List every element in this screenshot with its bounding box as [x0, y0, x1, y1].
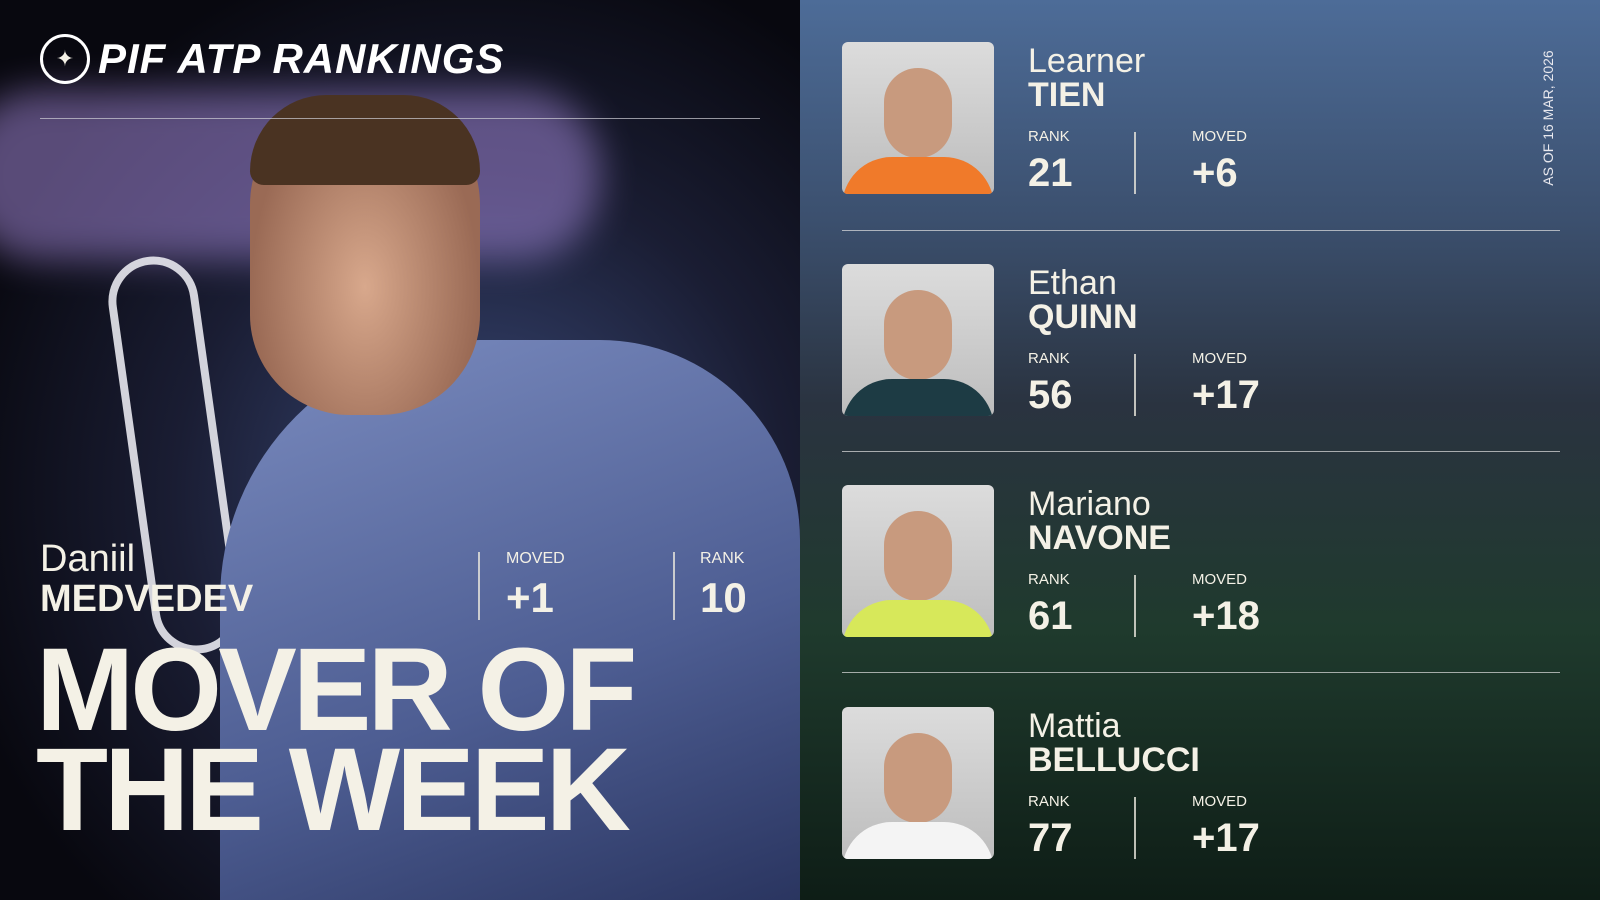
rank-label: RANK — [1028, 350, 1070, 367]
moved-label: MOVED — [1192, 571, 1248, 588]
moved-value: +18 — [1192, 594, 1260, 638]
logo-text: PIF ATP RANKINGS — [98, 35, 505, 82]
moved-value: +17 — [1192, 373, 1260, 417]
rank-label: RANK — [700, 550, 745, 567]
featured-player-hair — [250, 95, 480, 185]
featured-panel: ✦ PIF ATP RANKINGS Daniil MEDVEDEV MOVED… — [0, 0, 800, 900]
divider — [673, 552, 675, 620]
player-face — [884, 68, 952, 158]
rank-value: 77 — [1028, 816, 1073, 860]
player-moved: MOVED +6 — [1192, 128, 1247, 196]
player-shirt — [842, 822, 994, 859]
player-row: Mariano NAVONE RANK 61 MOVED +18 — [842, 485, 1562, 640]
player-row: Learner TIEN RANK 21 MOVED +6 — [842, 42, 1562, 197]
pif-atp-rankings-logo: ✦ PIF ATP RANKINGS — [40, 34, 504, 84]
rank-value: 56 — [1028, 373, 1073, 417]
divider — [842, 451, 1560, 452]
player-shirt — [842, 379, 994, 416]
player-face — [884, 511, 952, 601]
player-last-name: BELLUCCI — [1028, 741, 1200, 779]
moved-label: MOVED — [1192, 128, 1248, 145]
divider — [40, 118, 760, 119]
player-first-name: Mattia — [1028, 707, 1121, 745]
moved-value: +6 — [1192, 151, 1238, 195]
player-shirt — [842, 600, 994, 637]
rank-label: RANK — [1028, 128, 1070, 145]
moved-label: MOVED — [1192, 793, 1248, 810]
rank-value: 10 — [700, 574, 747, 621]
player-photo — [842, 707, 994, 859]
rank-label: RANK — [1028, 571, 1070, 588]
divider — [842, 230, 1560, 231]
player-rank: RANK 56 — [1028, 350, 1073, 418]
player-first-name: Ethan — [1028, 264, 1117, 302]
featured-moved: MOVED +1 — [506, 550, 565, 622]
headline-line-2: THE WEEK — [36, 724, 631, 856]
divider — [1134, 132, 1136, 194]
moved-label: MOVED — [506, 550, 565, 567]
player-photo — [842, 485, 994, 637]
divider — [1134, 354, 1136, 416]
player-moved: MOVED +18 — [1192, 571, 1260, 639]
moved-label: MOVED — [1192, 350, 1248, 367]
divider — [842, 672, 1560, 673]
player-row: Ethan QUINN RANK 56 MOVED +17 — [842, 264, 1562, 419]
player-rank: RANK 77 — [1028, 793, 1073, 861]
featured-player-photo — [220, 340, 800, 900]
featured-first-name: Daniil — [40, 538, 136, 580]
player-face — [884, 290, 952, 380]
pif-seal-icon: ✦ — [40, 34, 90, 84]
featured-last-name: MEDVEDEV — [40, 578, 254, 620]
divider — [1134, 575, 1136, 637]
player-last-name: QUINN — [1028, 298, 1138, 336]
player-rank: RANK 21 — [1028, 128, 1073, 196]
player-moved: MOVED +17 — [1192, 350, 1260, 418]
player-photo — [842, 42, 994, 194]
rank-value: 61 — [1028, 594, 1073, 638]
player-first-name: Learner — [1028, 42, 1146, 80]
player-moved: MOVED +17 — [1192, 793, 1260, 861]
player-rank: RANK 61 — [1028, 571, 1073, 639]
divider — [478, 552, 480, 620]
rank-label: RANK — [1028, 793, 1070, 810]
player-row: Mattia BELLUCCI RANK 77 MOVED +17 — [842, 707, 1562, 862]
moved-value: +1 — [506, 574, 554, 621]
player-last-name: NAVONE — [1028, 519, 1171, 557]
player-face — [884, 733, 952, 823]
featured-rank: RANK 10 — [700, 550, 747, 622]
player-shirt — [842, 157, 994, 194]
moved-value: +17 — [1192, 816, 1260, 860]
headline-line-1: MOVER OF — [36, 624, 637, 756]
rank-value: 21 — [1028, 151, 1073, 195]
headline: MOVER OF THE WEEK — [36, 624, 637, 856]
divider — [1134, 797, 1136, 859]
player-first-name: Mariano — [1028, 485, 1151, 523]
player-last-name: TIEN — [1028, 76, 1106, 114]
player-photo — [842, 264, 994, 416]
